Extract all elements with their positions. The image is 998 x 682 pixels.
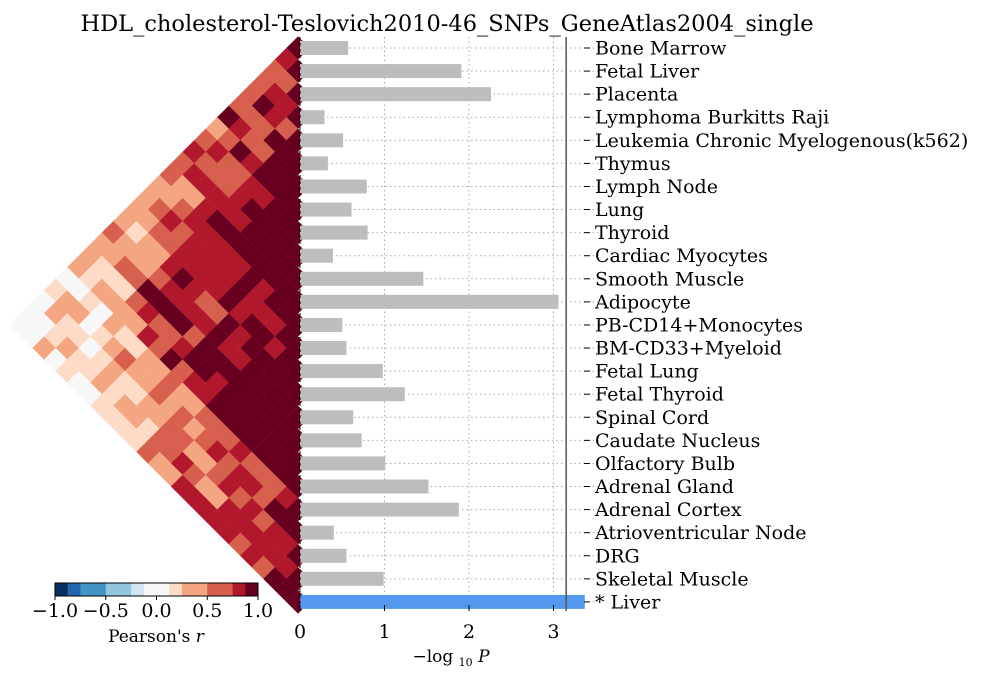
correlation-heatmap [9,36,310,614]
bar [300,341,347,356]
bar-highlight [300,594,585,609]
category-label: Placenta [595,84,678,106]
colorbar-segment [169,583,183,596]
category-label: Cardiac Myocytes [595,245,768,267]
category-label: Olfactory Bulb [595,453,735,475]
colorbar-segment [105,583,119,596]
bar [300,41,349,55]
category-label: Thyroid [595,222,669,244]
bars [300,41,585,609]
colorbar-tick-label: 1.0 [243,600,273,622]
category-label: Bone Marrow [595,38,727,60]
colorbar-label: Pearson's r [108,627,205,647]
bar [300,548,347,563]
category-label: DRG [595,545,640,567]
bar [300,87,491,102]
bar [300,387,405,402]
category-label: Fetal Thyroid [595,384,724,406]
category-label: Fetal Liver [595,61,700,83]
chart-title: HDL_cholesterol-Teslovich2010-46_SNPs_Ge… [80,11,813,37]
category-label: * Liver [595,591,661,613]
category-label: Caudate Nucleus [595,430,760,452]
bar [300,364,383,379]
bar [300,248,333,263]
category-label: BM-CD33+Myeloid [595,338,782,360]
category-label: Lymph Node [595,176,718,198]
category-label: Lung [595,199,644,221]
colorbar-segment [80,583,94,596]
colorbar-segment [219,583,234,596]
category-label: Skeletal Muscle [595,568,749,590]
colorbar-segment [245,583,259,596]
bar [300,479,429,494]
colorbar-segment [207,583,221,596]
colorbar-segment [118,583,132,596]
bar [300,294,559,309]
bar [300,202,352,217]
bar [300,571,384,586]
x-tick-label: 1 [378,621,390,643]
bar [300,502,459,517]
category-label: Adrenal Gland [594,476,734,498]
colorbar-segment [131,583,145,596]
bar [300,110,325,125]
bar [300,410,354,425]
bar [300,317,343,332]
category-label: Adrenal Cortex [594,499,742,521]
category-label: Fetal Lung [595,361,699,383]
colorbar-segment [194,583,208,596]
category-label: Smooth Muscle [595,268,744,290]
bar [300,525,334,540]
colorbar-segment [55,583,69,596]
colorbar-segment [181,583,196,596]
bar [300,456,386,471]
colorbar-tick-label: −0.5 [83,600,129,622]
x-tick-label: 2 [463,621,475,643]
colorbar-tick-label: −1.0 [32,600,78,622]
x-tick-label: 0 [294,621,306,643]
bar [300,179,367,194]
colorbar-tick-label: 0.5 [192,600,222,622]
colorbar-segment [67,583,81,596]
category-label: Lymphoma Burkitts Raji [595,107,829,129]
colorbar-tick-label: 0.0 [141,600,171,622]
grid-lines [300,37,600,611]
category-label: Leukemia Chronic Myelogenous(k562) [595,130,968,152]
category-label: Adipocyte [594,291,691,313]
category-label: Atrioventricular Node [594,522,807,544]
colorbar-segment [156,583,170,596]
category-label: Thymus [595,153,671,175]
bar [300,156,328,171]
colorbar: −1.0 −0.5 0.0 0.5 1.0 Pearson's r [32,582,273,647]
bar [300,271,424,286]
bar [300,133,344,148]
colorbar-segment [143,583,157,596]
colorbar-segment [93,583,107,596]
bar [300,433,362,448]
category-label: Spinal Cord [595,407,709,429]
category-label: PB-CD14+Monocytes [595,314,803,336]
x-tick-label: 3 [547,621,559,643]
bar [300,64,462,79]
bar [300,225,368,240]
colorbar-segment [232,583,246,596]
x-axis-label: −log 10 P [412,647,490,669]
axes: 0 1 2 3 −log 10 P [294,37,567,669]
